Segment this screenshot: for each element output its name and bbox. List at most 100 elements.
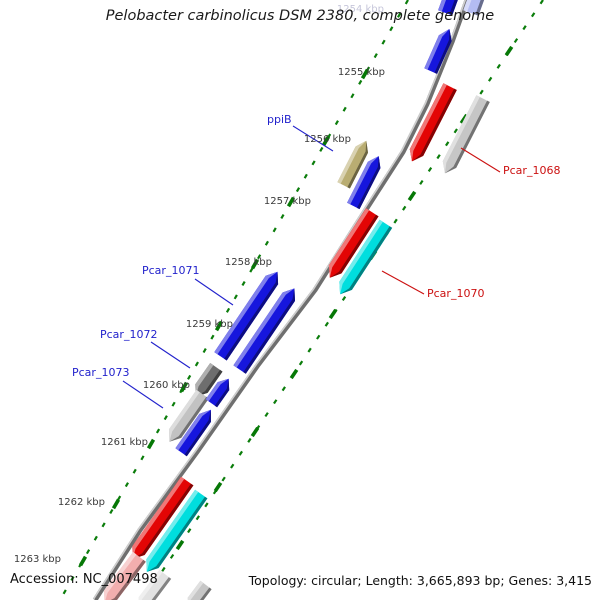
gene-arrow-shadow-bevel bbox=[195, 369, 223, 397]
gene-label-Pcar_1071[interactable]: Pcar_1071 bbox=[142, 264, 200, 277]
gene-arrow-top-bevel bbox=[169, 389, 200, 442]
scale-label-1257: 1257 kbp bbox=[263, 196, 311, 207]
gene-arrow[interactable] bbox=[424, 29, 452, 74]
gene-arrow-shadow-bevel bbox=[151, 577, 172, 600]
gene-arrow-shadow-bevel bbox=[184, 409, 211, 457]
gene-arrow-top-bevel bbox=[328, 208, 370, 278]
gene-arrow-Pcar_1073[interactable] bbox=[169, 389, 209, 442]
genome-stats-text: Topology: circular; Length: 3,665,893 bp… bbox=[248, 573, 592, 588]
gene-arrow-shadow-bevel bbox=[243, 288, 295, 374]
gene-label-ppiB[interactable]: ppiB bbox=[267, 113, 292, 126]
scale-label-1254: 1254 kbp bbox=[336, 4, 384, 15]
gene-arrow-top-bevel bbox=[175, 409, 211, 451]
gene-arrow-top-bevel bbox=[337, 140, 367, 184]
gene-arrow[interactable] bbox=[339, 219, 393, 295]
accession-text: Accession: NC_007498 bbox=[10, 572, 158, 587]
callout-Pcar_1071 bbox=[194, 278, 234, 306]
gene-label-Pcar_1068[interactable]: Pcar_1068 bbox=[503, 164, 561, 177]
gene-label-Pcar_1073[interactable]: Pcar_1073 bbox=[72, 366, 130, 379]
gene-arrow-top-bevel bbox=[104, 552, 137, 600]
scale-label-1258: 1258 kbp bbox=[224, 257, 272, 268]
gene-arrow-top-bevel bbox=[424, 29, 450, 70]
gene-arrow[interactable] bbox=[146, 489, 208, 572]
kbp-tick bbox=[328, 308, 338, 320]
gene-arrow-shadow-bevel bbox=[110, 559, 146, 600]
gene-arrow-shadow-bevel bbox=[357, 156, 381, 210]
gene-arrow-top-bevel bbox=[442, 95, 480, 174]
kbp-tick bbox=[286, 196, 296, 208]
gene-arrow[interactable] bbox=[104, 552, 146, 600]
callout-Pcar_1072 bbox=[150, 341, 191, 369]
gene-arrow-Pcar_1071[interactable] bbox=[214, 271, 279, 361]
kbp-tick bbox=[360, 68, 370, 80]
kbp-tick bbox=[321, 135, 331, 147]
gene-arrow-top-bevel bbox=[195, 363, 214, 397]
gene-arrow-top-bevel bbox=[187, 580, 204, 600]
scale-label-1263: 1263 kbp bbox=[13, 554, 61, 565]
gene-label-Pcar_1070[interactable]: Pcar_1070 bbox=[427, 287, 485, 300]
kbp-tick bbox=[179, 381, 189, 393]
callout-Pcar_1073 bbox=[122, 380, 164, 409]
gene-arrow[interactable] bbox=[205, 378, 230, 408]
gene-arrow-Pcar_1072[interactable] bbox=[195, 363, 223, 397]
gene-arrow-top-bevel bbox=[205, 378, 229, 402]
gene-arrow[interactable] bbox=[442, 95, 490, 174]
scale-label-1256: 1256 kbp bbox=[303, 134, 351, 145]
scale-label-1261: 1261 kbp bbox=[100, 437, 148, 448]
gene-arrow-shadow-bevel bbox=[475, 0, 485, 16]
gene-arrow-shadow-bevel bbox=[169, 396, 209, 442]
gene-arrow-shadow-bevel bbox=[146, 496, 208, 572]
gene-label-Pcar_1072[interactable]: Pcar_1072 bbox=[100, 328, 158, 341]
callout-ppiB bbox=[292, 125, 334, 152]
kbp-tick bbox=[78, 555, 88, 567]
flanking-dotted-line-left bbox=[59, 0, 409, 600]
kbp-tick bbox=[146, 438, 156, 450]
gene-arrow-shadow-bevel bbox=[224, 271, 279, 361]
page-title: Pelobacter carbinolicus DSM 2380, comple… bbox=[105, 8, 495, 24]
gene-arrow-Pcar_1068[interactable] bbox=[409, 83, 457, 162]
kbp-tick bbox=[111, 498, 121, 510]
gene-arrow-top-bevel bbox=[146, 489, 199, 572]
gene-arrow-top-bevel bbox=[132, 476, 185, 559]
kbp-tick bbox=[250, 426, 260, 438]
gene-arrow-top-bevel bbox=[438, 0, 446, 12]
gene-arrow-top-bevel bbox=[233, 288, 295, 368]
kbp-tick bbox=[250, 258, 260, 270]
gene-arrow[interactable] bbox=[175, 409, 211, 457]
kbp-tick bbox=[214, 320, 224, 332]
gene-arrow-shadow-bevel bbox=[132, 483, 194, 559]
gene-arrow-shadow-bevel bbox=[347, 140, 368, 189]
callout-Pcar_1068 bbox=[460, 147, 501, 173]
kbp-tick bbox=[213, 481, 223, 493]
kbp-tick bbox=[504, 45, 514, 57]
scale-label-1259: 1259 kbp bbox=[185, 319, 233, 330]
gene-arrow-top-bevel bbox=[339, 219, 383, 295]
gene-arrow[interactable] bbox=[132, 476, 194, 559]
gene-arrow-top-bevel bbox=[463, 0, 472, 12]
callout-Pcar_1070 bbox=[381, 270, 425, 295]
gene-arrow-top-bevel bbox=[214, 271, 278, 355]
gene-arrow-top-bevel bbox=[138, 569, 163, 600]
scale-label-1262: 1262 kbp bbox=[57, 497, 105, 508]
gene-arrow-shadow-bevel bbox=[340, 226, 393, 295]
gene-arrow-shadow-bevel bbox=[449, 0, 458, 16]
gene-arrow-ppiB[interactable] bbox=[337, 140, 368, 189]
gene-arrow-top-bevel bbox=[347, 156, 379, 205]
gene-arrow-shadow-bevel bbox=[199, 587, 212, 600]
genome-backbone-highlight bbox=[92, 0, 467, 600]
gene-arrow[interactable] bbox=[347, 156, 381, 210]
gene-arrow-shadow-bevel bbox=[329, 214, 379, 278]
gene-arrow-top-bevel bbox=[409, 83, 447, 162]
scale-label-1255: 1255 kbp bbox=[337, 67, 385, 78]
gene-arrow-shadow-bevel bbox=[434, 29, 452, 74]
kbp-tick bbox=[289, 368, 299, 380]
kbp-tick bbox=[407, 190, 417, 202]
gene-arrow-shadow-bevel bbox=[214, 378, 230, 408]
kbp-tick bbox=[175, 539, 185, 551]
gene-arrow[interactable] bbox=[233, 288, 295, 374]
flanking-dotted-line-right bbox=[142, 0, 544, 600]
scale-label-1260: 1260 kbp bbox=[142, 380, 190, 391]
gene-arrow-Pcar_1070[interactable] bbox=[328, 208, 379, 278]
